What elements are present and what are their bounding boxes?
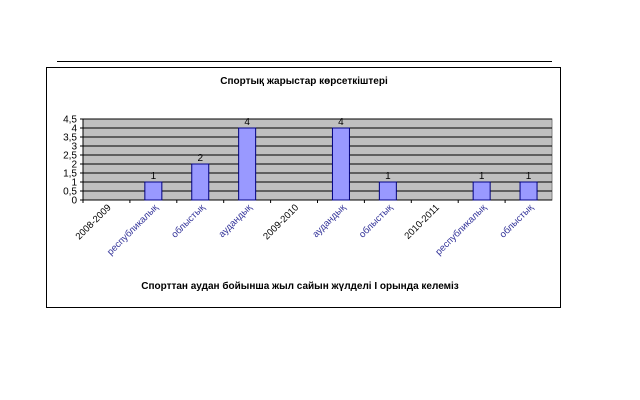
- bar: [191, 163, 210, 201]
- chart-caption: Спорттан аудан бойынша жыл сайын жүлделі…: [141, 281, 459, 292]
- x-category-label: аудандық: [310, 202, 348, 240]
- bar: [519, 181, 538, 201]
- bar: [331, 127, 350, 201]
- data-label: 2: [197, 153, 203, 164]
- x-category-label: 2008-2009: [74, 202, 114, 242]
- y-tick-label: 0,5: [63, 187, 77, 198]
- bar: [472, 181, 491, 201]
- x-category-label: облыстық: [498, 202, 537, 241]
- y-tick-label: 3: [71, 142, 77, 153]
- x-category-label: 2009-2010: [261, 202, 301, 242]
- y-tick-label: 0: [71, 196, 77, 207]
- y-tick-label: 4,5: [63, 115, 77, 126]
- bar: [144, 181, 163, 201]
- bar: [238, 127, 257, 201]
- data-label: 1: [479, 171, 485, 182]
- data-label: 4: [338, 117, 344, 128]
- y-tick-label: 2: [71, 160, 77, 171]
- data-label: 1: [526, 171, 532, 182]
- chart-title: Спортық жарыстар көрсеткіштері: [220, 76, 388, 87]
- x-category-label: 2010-2011: [402, 202, 441, 241]
- y-tick-label: 2,5: [63, 151, 77, 162]
- y-tick-label: 1,5: [63, 169, 77, 180]
- bar: [378, 181, 397, 201]
- y-tick-label: 3,5: [63, 133, 77, 144]
- y-tick-label: 1: [71, 178, 77, 189]
- x-category-label: облыстық: [169, 202, 208, 241]
- data-label: 1: [385, 171, 391, 182]
- top-divider-line: [57, 61, 552, 62]
- x-category-label: аудандық: [217, 202, 255, 240]
- data-label: 1: [151, 171, 157, 182]
- x-category-label: облыстық: [357, 202, 396, 241]
- data-label: 4: [244, 117, 250, 128]
- y-tick-label: 4: [71, 124, 77, 135]
